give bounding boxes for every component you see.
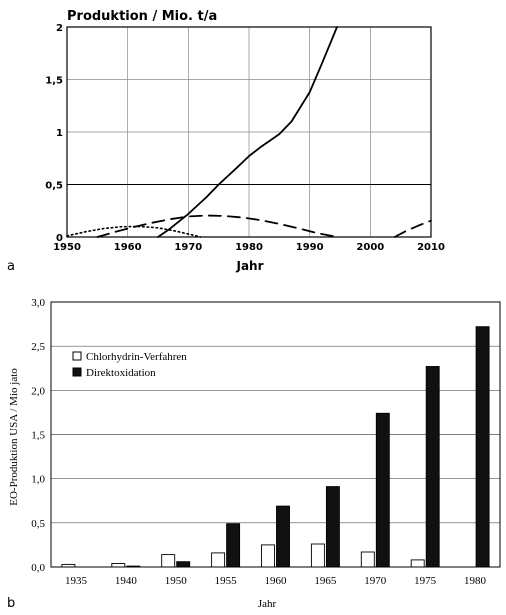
chart-b: 0,0 0,5 1,0 1,5 2,0 2,5 3,0 1935 1940 1950 1955 196… bbox=[7, 297, 501, 611]
chart-b-tick-labels: 0,0 0,5 1,0 1,5 2,0 2,5 3,0 1935 1940 1950 1955 196… bbox=[31, 297, 486, 587]
chart-b-bar-direktoxidation bbox=[226, 523, 241, 568]
chart-b-x-tick-label: 1975 bbox=[414, 575, 437, 587]
chart-b-x-tick-label: 1960 bbox=[265, 575, 288, 587]
chart-a-x-tick-label: 1950 bbox=[53, 242, 81, 253]
chart-b-y-axis-label: EO-Produktion USA / Mio jato bbox=[8, 368, 20, 506]
chart-a-x-tick-label: 2000 bbox=[356, 242, 384, 253]
chart-b-bar-chlorhydrin bbox=[261, 544, 275, 568]
chart-a-y-tick-label: 0 bbox=[56, 233, 63, 244]
chart-a-tick-labels: 1950 1960 1970 1980 1990 2000 2010 0 0,5 1 1,5 2 bbox=[45, 23, 445, 253]
legend-label-chlorhydrin: Chlorhydrin-Verfahren bbox=[86, 351, 187, 363]
chart-b-x-tick-label: 1935 bbox=[65, 575, 88, 587]
chart-a-series-line-dashed bbox=[96, 214, 338, 238]
chart-a-x-tick-label: 1960 bbox=[114, 242, 142, 253]
chart-a-y-tick-label: 1,5 bbox=[45, 76, 63, 87]
chart-a-x-tick-label: 2010 bbox=[417, 242, 445, 253]
chart-b-y-tick-label: 3,0 bbox=[31, 297, 45, 309]
chart-b-legend: Chlorhydrin-Verfahren Direktoxidation bbox=[72, 351, 187, 379]
chart-b-y-tick-label: 2,0 bbox=[31, 385, 45, 397]
chart-a-x-tick-label: 1980 bbox=[235, 242, 263, 253]
chart-b-bar-direktoxidation bbox=[176, 561, 191, 568]
chart-a-series-line-solid bbox=[157, 26, 338, 238]
chart-b-bars bbox=[61, 326, 490, 568]
chart-b-y-tick-label: 0,0 bbox=[31, 562, 45, 574]
chart-a-y-tick-label: 0,5 bbox=[45, 181, 63, 192]
chart-a-series-line-dotted bbox=[66, 225, 202, 238]
chart-a-grid bbox=[66, 26, 432, 238]
chart-b-bar-direktoxidation bbox=[325, 486, 340, 568]
chart-a-frame bbox=[66, 26, 432, 238]
chart-b-bar-direktoxidation bbox=[475, 326, 490, 568]
chart-a-panel-label: a bbox=[7, 259, 15, 274]
chart-a-y-tick-label: 1 bbox=[56, 128, 63, 139]
chart-b-bar-chlorhydrin bbox=[410, 559, 425, 568]
chart-b-x-tick-label: 1955 bbox=[215, 575, 238, 587]
chart-b-x-tick-label: 1965 bbox=[314, 575, 337, 587]
chart-b-bar-direktoxidation bbox=[425, 366, 440, 568]
chart-b-bar-chlorhydrin bbox=[111, 563, 126, 568]
chart-b-bar-chlorhydrin bbox=[161, 554, 176, 568]
chart-a-series-line-dashed bbox=[393, 219, 432, 238]
chart-b-bar-chlorhydrin bbox=[360, 551, 375, 568]
chart-b-bar-chlorhydrin bbox=[211, 552, 226, 568]
chart-b-y-tick-label: 2,5 bbox=[31, 341, 45, 353]
chart-b-bar-chlorhydrin bbox=[310, 543, 325, 568]
chart-b-bar-direktoxidation bbox=[276, 505, 290, 568]
chart-a-series bbox=[66, 26, 432, 238]
chart-a-x-tick-label: 1990 bbox=[296, 242, 324, 253]
legend-swatch-chlorhydrin bbox=[72, 351, 82, 361]
chart-b-x-axis-label: Jahr bbox=[258, 598, 277, 610]
chart-a-title: Produktion / Mio. t/a bbox=[67, 9, 217, 24]
chart-b-x-tick-label: 1980 bbox=[464, 575, 487, 587]
chart-a-x-tick-label: 1970 bbox=[174, 242, 202, 253]
chart-b-bar-direktoxidation bbox=[375, 412, 390, 568]
chart-a-x-axis-label: Jahr bbox=[235, 259, 263, 273]
chart-a-y-tick-label: 2 bbox=[56, 23, 63, 34]
legend-swatch-direktoxidation bbox=[72, 367, 82, 377]
chart-b-y-tick-label: 1,0 bbox=[31, 474, 45, 486]
chart-b-y-tick-label: 0,5 bbox=[31, 518, 45, 530]
chart-b-x-tick-label: 1970 bbox=[364, 575, 387, 587]
chart-b-x-tick-label: 1940 bbox=[115, 575, 138, 587]
legend-label-direktoxidation: Direktoxidation bbox=[86, 367, 156, 379]
chart-b-y-tick-label: 1,5 bbox=[31, 430, 45, 442]
chart-b-panel-label: b bbox=[7, 596, 15, 611]
chart-b-x-tick-label: 1950 bbox=[165, 575, 188, 587]
chart-b-frame bbox=[50, 301, 501, 568]
chart-a: 1950 1960 1970 1980 1990 2000 2010 0 0,5 1 1,5 2 Pr… bbox=[7, 9, 445, 274]
